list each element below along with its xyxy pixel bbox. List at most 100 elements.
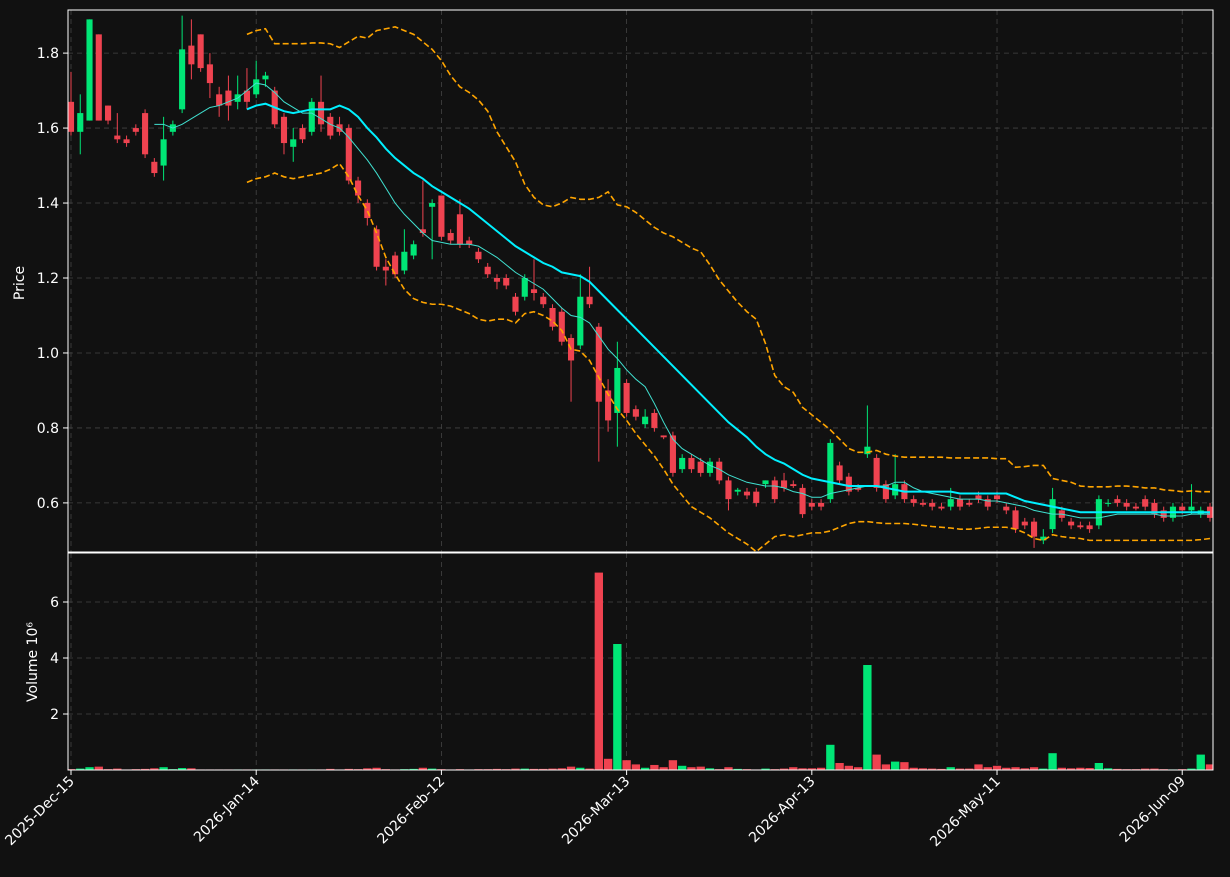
candle-body bbox=[243, 90, 250, 102]
candle-body bbox=[660, 435, 667, 438]
volume-bar bbox=[529, 768, 539, 770]
volume-bar bbox=[650, 764, 659, 770]
candle-body bbox=[86, 19, 93, 121]
volume-bar bbox=[965, 768, 974, 770]
candle-body bbox=[327, 116, 334, 136]
candle-body bbox=[818, 502, 825, 507]
candle-body bbox=[447, 233, 454, 241]
candle-body bbox=[503, 278, 510, 286]
volume-bar bbox=[1094, 763, 1104, 770]
y-tick-label: 1.2 bbox=[37, 271, 59, 287]
candle-body bbox=[438, 195, 445, 237]
volume-bar bbox=[983, 767, 992, 770]
candle-body bbox=[762, 480, 769, 485]
volume-bar bbox=[659, 767, 668, 770]
volume-bar bbox=[640, 767, 650, 770]
candle-body bbox=[1012, 510, 1019, 530]
volume-bar bbox=[326, 768, 335, 770]
volume-bar bbox=[576, 767, 585, 770]
y-tick-label: 0.8 bbox=[37, 421, 59, 437]
price-frame bbox=[67, 9, 1214, 553]
candle-body bbox=[855, 487, 862, 490]
candle-body bbox=[1031, 521, 1038, 537]
candle-body bbox=[142, 113, 149, 155]
volume-bar bbox=[909, 767, 918, 770]
candle-body bbox=[947, 499, 954, 507]
candle-body bbox=[558, 311, 565, 342]
volume-bar bbox=[1039, 768, 1048, 770]
volume-bar bbox=[539, 768, 548, 770]
volume-bar bbox=[881, 764, 891, 770]
candle-body bbox=[873, 457, 880, 488]
candle-body bbox=[308, 101, 315, 132]
candle-body bbox=[845, 476, 852, 492]
candle-body bbox=[114, 135, 121, 140]
volume-bar bbox=[928, 768, 937, 770]
volume-bar bbox=[937, 768, 946, 770]
grid-layer bbox=[68, 10, 1213, 770]
volume-bar bbox=[1011, 767, 1020, 770]
candle-body bbox=[586, 296, 593, 305]
candle-body bbox=[697, 461, 704, 473]
volume-bar bbox=[1150, 768, 1159, 770]
candle-body bbox=[549, 307, 556, 327]
candle-body bbox=[799, 487, 806, 515]
volume-bar bbox=[853, 767, 863, 770]
line bbox=[246, 162, 1211, 552]
candle-body bbox=[706, 461, 714, 473]
volume-bar bbox=[1085, 768, 1094, 770]
candle-body bbox=[1132, 506, 1139, 509]
candle-body bbox=[317, 101, 325, 125]
volume-bar bbox=[1205, 764, 1213, 770]
candle-body bbox=[280, 116, 288, 144]
volume-bar bbox=[918, 768, 928, 770]
volume-bar bbox=[548, 768, 557, 770]
candle-body bbox=[734, 489, 741, 492]
candle-body bbox=[1179, 506, 1186, 511]
candle-body bbox=[104, 105, 112, 121]
candle-body bbox=[577, 296, 584, 346]
volume-bar bbox=[1076, 767, 1085, 770]
volume-bar bbox=[363, 768, 372, 770]
candle-body bbox=[1086, 525, 1093, 530]
candle-body bbox=[1123, 502, 1130, 507]
candle-body bbox=[605, 390, 612, 421]
y-axis-label: Price bbox=[12, 266, 28, 300]
candle-body bbox=[1142, 499, 1149, 507]
volume-bar bbox=[140, 768, 150, 770]
candle-body bbox=[419, 229, 426, 234]
candle-body bbox=[910, 499, 917, 503]
volume-bar bbox=[789, 767, 798, 770]
candle-body bbox=[355, 180, 362, 196]
volume-bar bbox=[668, 760, 678, 770]
candle-body bbox=[345, 128, 352, 181]
candle-body bbox=[753, 491, 760, 503]
candle-body bbox=[373, 229, 380, 267]
candle-body bbox=[1077, 525, 1084, 528]
volume-bar bbox=[113, 768, 122, 770]
candle-body bbox=[642, 416, 649, 425]
candle-body bbox=[410, 244, 417, 256]
volume-frame bbox=[67, 552, 1214, 771]
candle-body bbox=[1040, 536, 1047, 541]
volume-bar bbox=[603, 758, 613, 770]
candle-body bbox=[188, 45, 195, 65]
volume-bar bbox=[585, 768, 594, 770]
volume-bar bbox=[511, 768, 520, 770]
y-tick-label: 1.0 bbox=[37, 346, 59, 362]
volume-bar bbox=[372, 767, 381, 770]
candle-body bbox=[1188, 506, 1195, 511]
candle-body bbox=[725, 480, 732, 500]
volume-bar bbox=[613, 644, 622, 770]
volume-bar bbox=[974, 764, 983, 770]
candle-body bbox=[984, 499, 991, 507]
volume-bar bbox=[798, 768, 807, 770]
candle-body bbox=[716, 461, 723, 481]
candle-body bbox=[68, 101, 75, 132]
candle-body bbox=[364, 203, 371, 219]
candle-body bbox=[77, 113, 84, 132]
candle-body bbox=[253, 79, 260, 95]
volume-bar bbox=[492, 768, 502, 770]
volume-bar bbox=[678, 765, 687, 770]
